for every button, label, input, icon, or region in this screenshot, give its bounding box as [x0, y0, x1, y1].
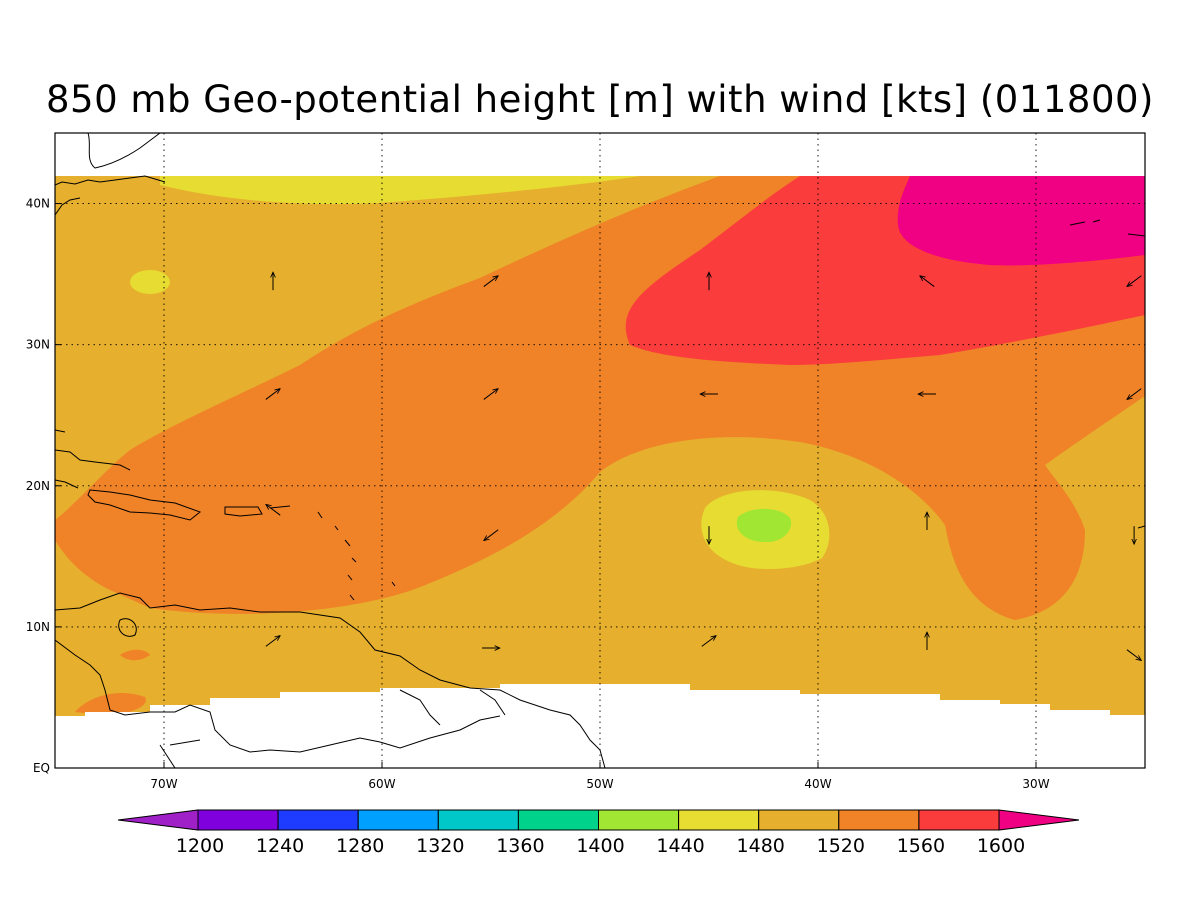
- colorbar-label: 1400: [576, 835, 624, 857]
- wind-vectors: [266, 272, 1142, 660]
- tick-label-lon: 30W: [1022, 777, 1049, 791]
- tick-label-lon: 60W: [368, 777, 395, 791]
- wind-vector: [265, 636, 280, 647]
- colorbar-segment: [758, 809, 840, 831]
- tick-label-lat: 30N: [26, 338, 50, 352]
- wind-vector: [1127, 275, 1142, 287]
- wind-vector: [484, 529, 499, 541]
- colorbar-segment: [838, 809, 920, 831]
- colorbar-segment: [277, 809, 359, 831]
- colorbar-label: 1520: [817, 835, 865, 857]
- wind-vector: [920, 276, 935, 287]
- no-data-south: [55, 684, 1145, 768]
- wind-vector: [701, 636, 716, 647]
- wind-vector: [483, 276, 498, 287]
- page-title: 850 mb Geo-potential height [m] with win…: [46, 78, 1154, 121]
- tick-label-lat: 20N: [26, 479, 50, 493]
- wind-vector: [265, 389, 280, 400]
- colorbar-arrow-low: [117, 809, 199, 831]
- colorbar-segment: [598, 809, 680, 831]
- tick-label-lat: 10N: [26, 620, 50, 634]
- wind-vector: [483, 389, 498, 400]
- tick-label-lon: 50W: [586, 777, 613, 791]
- wind-vector: [1126, 649, 1141, 661]
- colorbar-arrow-high: [998, 809, 1080, 831]
- colorbar-segment: [357, 809, 439, 831]
- colorbar-label: 1440: [656, 835, 704, 857]
- no-data-north: [55, 133, 1145, 176]
- wind-vector: [266, 504, 281, 516]
- coastlines: [55, 133, 1145, 768]
- colorbar-label: 1280: [336, 835, 384, 857]
- region-1440-core: [736, 508, 792, 543]
- tick-label-lon: 70W: [150, 777, 177, 791]
- colorbar-label: 1600: [977, 835, 1025, 857]
- colorbar-label: 1480: [737, 835, 785, 857]
- wind-vector: [1127, 388, 1142, 400]
- colorbar-label: 1200: [176, 835, 224, 857]
- colorbar: 1200 1240 1280 1320 1360 1400 1440 1480 1520 1560…: [117, 809, 1080, 857]
- colorbar-label: 1320: [416, 835, 464, 857]
- region-1560-patch: [75, 693, 146, 716]
- colorbar-label: 1560: [897, 835, 945, 857]
- region-1560-patch: [120, 649, 150, 661]
- colorbar-segment: [918, 809, 1000, 831]
- region-1480-north: [160, 176, 640, 205]
- region-1640: [897, 176, 1145, 266]
- colorbar-segment: [437, 809, 519, 831]
- colorbar-label: 1240: [256, 835, 304, 857]
- tick-label-lon: 40W: [804, 777, 831, 791]
- colorbar-label: 1360: [496, 835, 544, 857]
- colorbar-segment: [517, 809, 600, 831]
- region-1480-small: [130, 270, 170, 294]
- axis-ticks: 70W 60W 50W 40W 30W EQ 10N 20N 30N 40N: [26, 197, 1050, 791]
- colorbar-segment: [678, 809, 760, 831]
- colorbar-segment: [197, 809, 279, 831]
- tick-label-lat: EQ: [33, 761, 50, 775]
- tick-label-lat: 40N: [26, 197, 50, 211]
- graticule: [55, 133, 1145, 768]
